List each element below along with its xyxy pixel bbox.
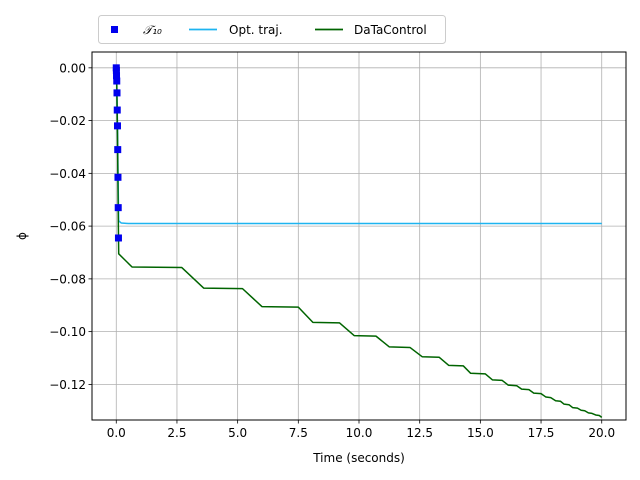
y-tick-label: 0.00 [59,61,86,75]
y-axis-label: ϕ [15,232,29,240]
x-tick-label: 7.5 [289,426,308,440]
legend-label-opt-traj: Opt. traj. [229,23,283,37]
y-axis-ticks: 0.00 −0.02 −0.04 −0.06 −0.08 −0.10 −0.12 [49,61,92,392]
x-tick-label: 17.5 [528,426,555,440]
scatter-point-t10 [114,234,122,242]
x-axis-ticks: 0.0 2.5 5.0 7.5 10.0 12.5 15.0 17.5 20.0 [107,420,615,440]
y-tick-label: −0.04 [49,167,86,181]
scatter-point-t10 [113,122,121,130]
x-tick-label: 5.0 [228,426,247,440]
scatter-point-t10 [113,72,121,80]
scatter-point-t10 [114,146,122,154]
scatter-point-t10 [113,89,121,97]
scatter-point-t10 [114,173,122,181]
legend-marker-square [111,26,118,33]
series-line-datacontrol [115,67,603,418]
legend: 𝒯₁₀ Opt. traj. DaTaControl [98,15,446,44]
scatter-point-t10 [112,66,120,74]
x-tick-label: 20.0 [588,426,615,440]
x-tick-label: 2.5 [167,426,186,440]
y-tick-label: −0.02 [49,114,86,128]
scatter-point-t10 [113,106,121,114]
y-tick-label: −0.10 [49,325,86,339]
x-tick-label: 0.0 [107,426,126,440]
x-tick-label: 15.0 [467,426,494,440]
series-layer [112,64,603,418]
legend-label-datacontrol: DaTaControl [354,23,427,37]
x-tick-label: 10.0 [346,426,373,440]
y-tick-label: −0.12 [49,378,86,392]
legend-label-t10: 𝒯₁₀ [143,23,162,37]
grid [92,52,626,420]
x-tick-label: 12.5 [406,426,433,440]
y-tick-label: −0.08 [49,272,86,286]
legend-box [98,15,446,44]
x-axis-label: Time (seconds) [312,451,405,465]
scatter-point-t10 [113,77,121,85]
scatter-point-t10 [114,204,122,212]
y-tick-label: −0.06 [49,220,86,234]
